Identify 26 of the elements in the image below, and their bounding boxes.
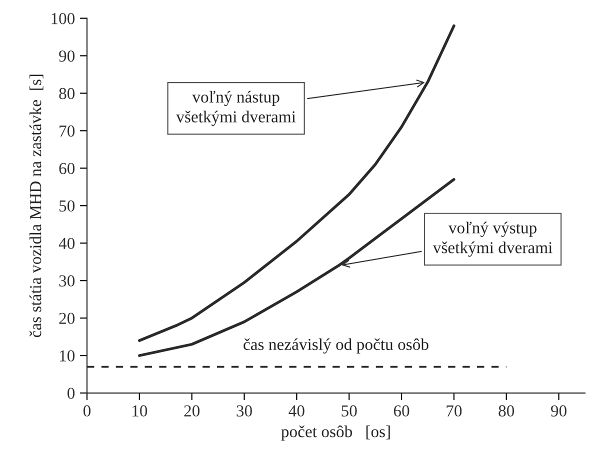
x-tick-label: 80 xyxy=(498,405,514,417)
y-tick-label: 50 xyxy=(59,200,75,212)
x-tick-label: 90 xyxy=(550,405,566,417)
x-tick-label: 10 xyxy=(132,405,148,417)
annotation: voľný nástup všetkými dverami xyxy=(176,90,296,126)
x-tick-label: 40 xyxy=(288,405,304,417)
annotation: voľný výstup všetkými dverami xyxy=(432,222,552,257)
y-tick-label: 70 xyxy=(60,125,75,137)
x-tick-label: 30 xyxy=(236,405,252,417)
y-tick-label: 100 xyxy=(52,12,75,24)
y-tick-label: 80 xyxy=(59,88,75,100)
x-tick-label: 60 xyxy=(394,405,410,417)
x-axis-title: počet osôb [os] xyxy=(281,425,390,441)
x-tick-label: 50 xyxy=(342,405,357,417)
y-tick-label: 40 xyxy=(58,238,75,250)
y-tick-label: 30 xyxy=(59,275,75,287)
x-tick-label: 70 xyxy=(446,405,462,417)
y-tick-label: 0 xyxy=(67,388,75,399)
x-tick-label: 20 xyxy=(184,405,200,417)
y-tick-label: 10 xyxy=(60,350,75,362)
y-tick-label: 60 xyxy=(59,162,75,174)
annotation: čas nezávislý od počtu osôb xyxy=(244,338,428,354)
y-tick-label: 90 xyxy=(59,50,75,62)
x-tick-label: 0 xyxy=(83,405,91,417)
y-axis-title: čas státia vozidla MHD na zastávke [s] xyxy=(29,74,44,338)
y-tick-label: 20 xyxy=(59,312,75,324)
